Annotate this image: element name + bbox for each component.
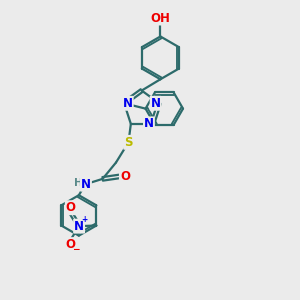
Text: −: − [72, 245, 80, 254]
Text: O: O [66, 238, 76, 251]
Text: OH: OH [151, 11, 170, 25]
Text: N: N [144, 117, 154, 130]
Text: H: H [74, 178, 83, 188]
Text: +: + [81, 215, 88, 224]
Text: N: N [74, 220, 84, 232]
Text: N: N [123, 97, 133, 110]
Text: N: N [81, 178, 91, 191]
Text: S: S [124, 136, 133, 149]
Text: O: O [66, 201, 76, 214]
Text: N: N [151, 97, 160, 110]
Text: O: O [120, 170, 130, 183]
